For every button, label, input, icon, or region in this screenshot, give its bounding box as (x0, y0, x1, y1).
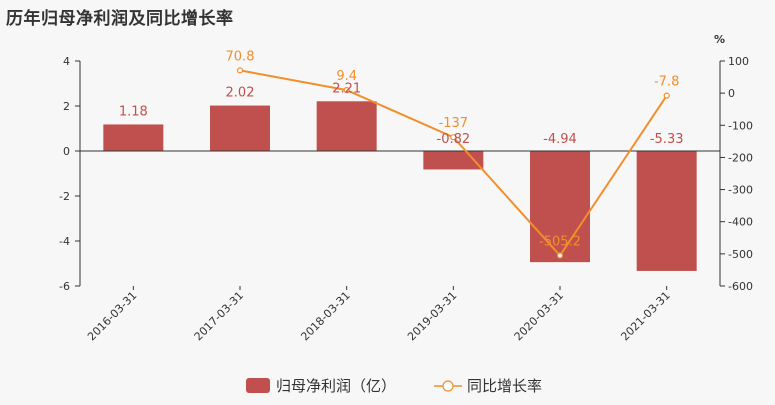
left-tick-label: 4 (63, 55, 70, 68)
bar (530, 151, 590, 263)
x-tick-label: 2016-03-31 (85, 289, 139, 343)
growth-rate-label: -7.8 (654, 75, 679, 90)
right-tick-label: 0 (728, 87, 735, 100)
growth-rate-label: -505.2 (539, 235, 581, 250)
chart-title: 历年归母净利润及同比增长率 (6, 9, 234, 29)
growth-rate-point (450, 134, 457, 141)
growth-rate-label: -137 (439, 116, 469, 131)
left-tick-label: 0 (63, 145, 70, 158)
bar-value-label: -4.94 (543, 132, 577, 147)
right-tick-label: -600 (728, 280, 753, 293)
bar (423, 151, 484, 170)
bar-value-label: -0.82 (437, 132, 471, 147)
right-tick-label: -500 (728, 248, 753, 261)
x-tick-label: 2020-03-31 (512, 289, 566, 343)
left-tick-label: -6 (59, 280, 70, 293)
bar (316, 101, 377, 151)
right-tick-label: 100 (728, 55, 749, 68)
x-tick-label: 2018-03-31 (298, 289, 352, 343)
right-tick-label: -400 (728, 216, 753, 229)
right-tick-label: -300 (728, 184, 753, 197)
left-tick-label: -2 (59, 190, 70, 203)
growth-rate-label: 9.4 (336, 69, 357, 84)
bar-value-label: 1.18 (119, 104, 148, 119)
bar (210, 105, 270, 151)
x-tick-label: 2017-03-31 (192, 289, 246, 343)
left-tick-label: -4 (59, 235, 70, 248)
bar-value-label: -5.33 (650, 132, 684, 147)
growth-rate-label: 70.8 (226, 49, 255, 64)
legend-line-marker (442, 380, 454, 392)
right-tick-label: -100 (728, 119, 753, 132)
growth-rate-point (556, 252, 564, 259)
legend-bar-label: 归母净利润（亿） (276, 377, 396, 395)
right-axis-unit: % (714, 33, 725, 46)
growth-rate-point (343, 87, 350, 94)
legend-bar-swatch (246, 378, 270, 393)
bar-value-label: 2.21 (332, 81, 361, 96)
left-tick-label: 2 (63, 100, 70, 113)
bar (636, 151, 697, 271)
bar-value-label: 2.02 (226, 86, 255, 101)
growth-rate-point (236, 67, 244, 74)
x-tick-label: 2019-03-31 (405, 289, 459, 343)
x-tick-label: 2021-03-31 (618, 289, 672, 343)
right-tick-label: -200 (728, 151, 753, 164)
bar (103, 124, 164, 151)
growth-rate-point (663, 92, 670, 99)
legend-line-label: 同比增长率 (467, 377, 542, 395)
